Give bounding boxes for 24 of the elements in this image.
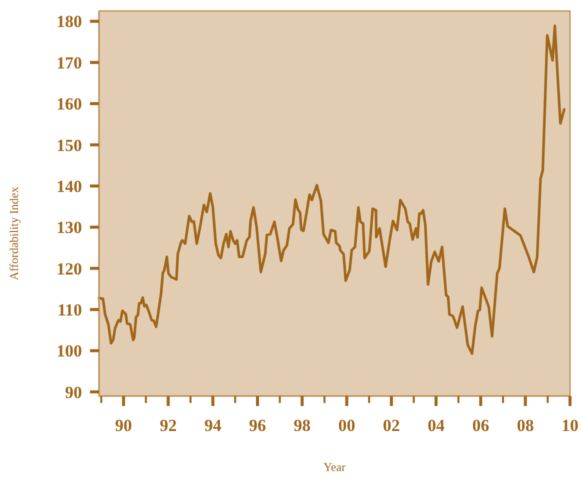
x-tick-label: 00 [338, 416, 356, 435]
x-axis-title: Year [323, 460, 346, 474]
y-tick-label: 110 [57, 300, 82, 320]
x-tick-label: 06 [472, 416, 490, 435]
x-tick-label: 90 [115, 416, 132, 435]
y-tick-label: 90 [65, 382, 82, 402]
y-tick-label: 170 [56, 53, 82, 72]
y-tick-label: 100 [56, 342, 82, 361]
y-tick-label: 130 [56, 218, 82, 238]
line-series [98, 24, 566, 355]
y-axis-title: Affordability Index [7, 186, 21, 280]
y-tick-label: 140 [56, 176, 82, 196]
x-tick-label: 94 [204, 416, 222, 435]
y-tick-label: 120 [56, 259, 82, 278]
x-tick-label: 10 [562, 416, 578, 435]
y-tick-label: 150 [56, 136, 82, 155]
y-tick-label: 180 [56, 12, 82, 32]
x-tick-label: 04 [428, 416, 446, 435]
y-tick-label: 160 [56, 94, 82, 114]
x-tick-label: 96 [248, 416, 266, 435]
x-tick-label: 02 [382, 416, 400, 435]
x-tick-label: 98 [294, 416, 311, 435]
x-tick-label: 08 [516, 416, 534, 435]
x-tick-label: 92 [160, 416, 177, 435]
